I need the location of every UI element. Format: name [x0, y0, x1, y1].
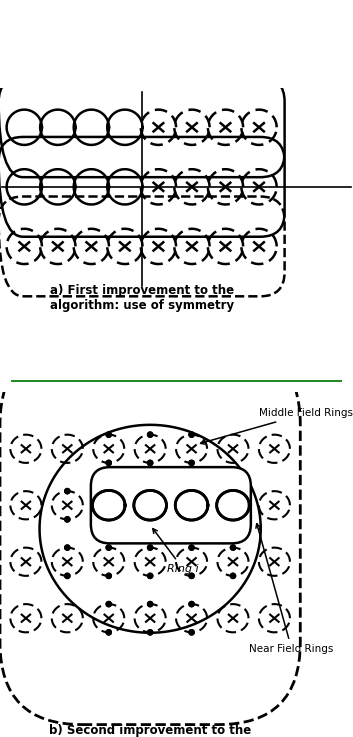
- Circle shape: [65, 517, 70, 522]
- Circle shape: [189, 601, 194, 607]
- Circle shape: [65, 489, 70, 494]
- Circle shape: [189, 432, 194, 437]
- Circle shape: [106, 573, 111, 579]
- Circle shape: [65, 573, 70, 579]
- Circle shape: [189, 629, 194, 635]
- Circle shape: [189, 601, 194, 607]
- Circle shape: [189, 432, 194, 437]
- Ellipse shape: [217, 490, 249, 520]
- Circle shape: [106, 461, 111, 466]
- Circle shape: [106, 432, 111, 437]
- Circle shape: [189, 545, 194, 551]
- Circle shape: [65, 545, 70, 551]
- Circle shape: [148, 573, 153, 579]
- Circle shape: [148, 461, 153, 466]
- Ellipse shape: [134, 490, 167, 520]
- Circle shape: [148, 629, 153, 635]
- Circle shape: [106, 601, 111, 607]
- Text: Ring i: Ring i: [153, 528, 199, 574]
- Text: Middle Field Rings: Middle Field Rings: [201, 408, 353, 444]
- Circle shape: [231, 545, 235, 551]
- FancyBboxPatch shape: [91, 467, 251, 543]
- Circle shape: [148, 601, 153, 607]
- Circle shape: [148, 573, 153, 579]
- Ellipse shape: [92, 490, 125, 520]
- Circle shape: [148, 601, 153, 607]
- Circle shape: [106, 573, 111, 579]
- Circle shape: [148, 432, 153, 437]
- Circle shape: [148, 545, 153, 551]
- Circle shape: [189, 573, 194, 579]
- Circle shape: [189, 629, 194, 635]
- Circle shape: [106, 629, 111, 635]
- Circle shape: [189, 461, 194, 466]
- Circle shape: [231, 573, 235, 579]
- Circle shape: [148, 432, 153, 437]
- Circle shape: [106, 432, 111, 437]
- Circle shape: [106, 545, 111, 551]
- Circle shape: [106, 629, 111, 635]
- Text: b) Second improvement to the
algorithm: dividing surrounding rings
into three ca: b) Second improvement to the algorithm: …: [25, 724, 275, 737]
- Circle shape: [148, 545, 153, 551]
- Circle shape: [65, 545, 70, 551]
- Circle shape: [65, 517, 70, 522]
- Circle shape: [106, 601, 111, 607]
- Circle shape: [231, 573, 235, 579]
- Circle shape: [148, 461, 153, 466]
- Ellipse shape: [175, 490, 208, 520]
- Circle shape: [189, 545, 194, 551]
- Circle shape: [65, 573, 70, 579]
- Circle shape: [231, 545, 235, 551]
- Circle shape: [106, 461, 111, 466]
- Circle shape: [106, 545, 111, 551]
- Circle shape: [189, 461, 194, 466]
- Circle shape: [148, 629, 153, 635]
- Circle shape: [189, 573, 194, 579]
- Circle shape: [65, 489, 70, 494]
- Text: a) First improvement to the
algorithm: use of symmetry: a) First improvement to the algorithm: u…: [49, 284, 234, 312]
- Text: Near Field Rings: Near Field Rings: [250, 524, 334, 654]
